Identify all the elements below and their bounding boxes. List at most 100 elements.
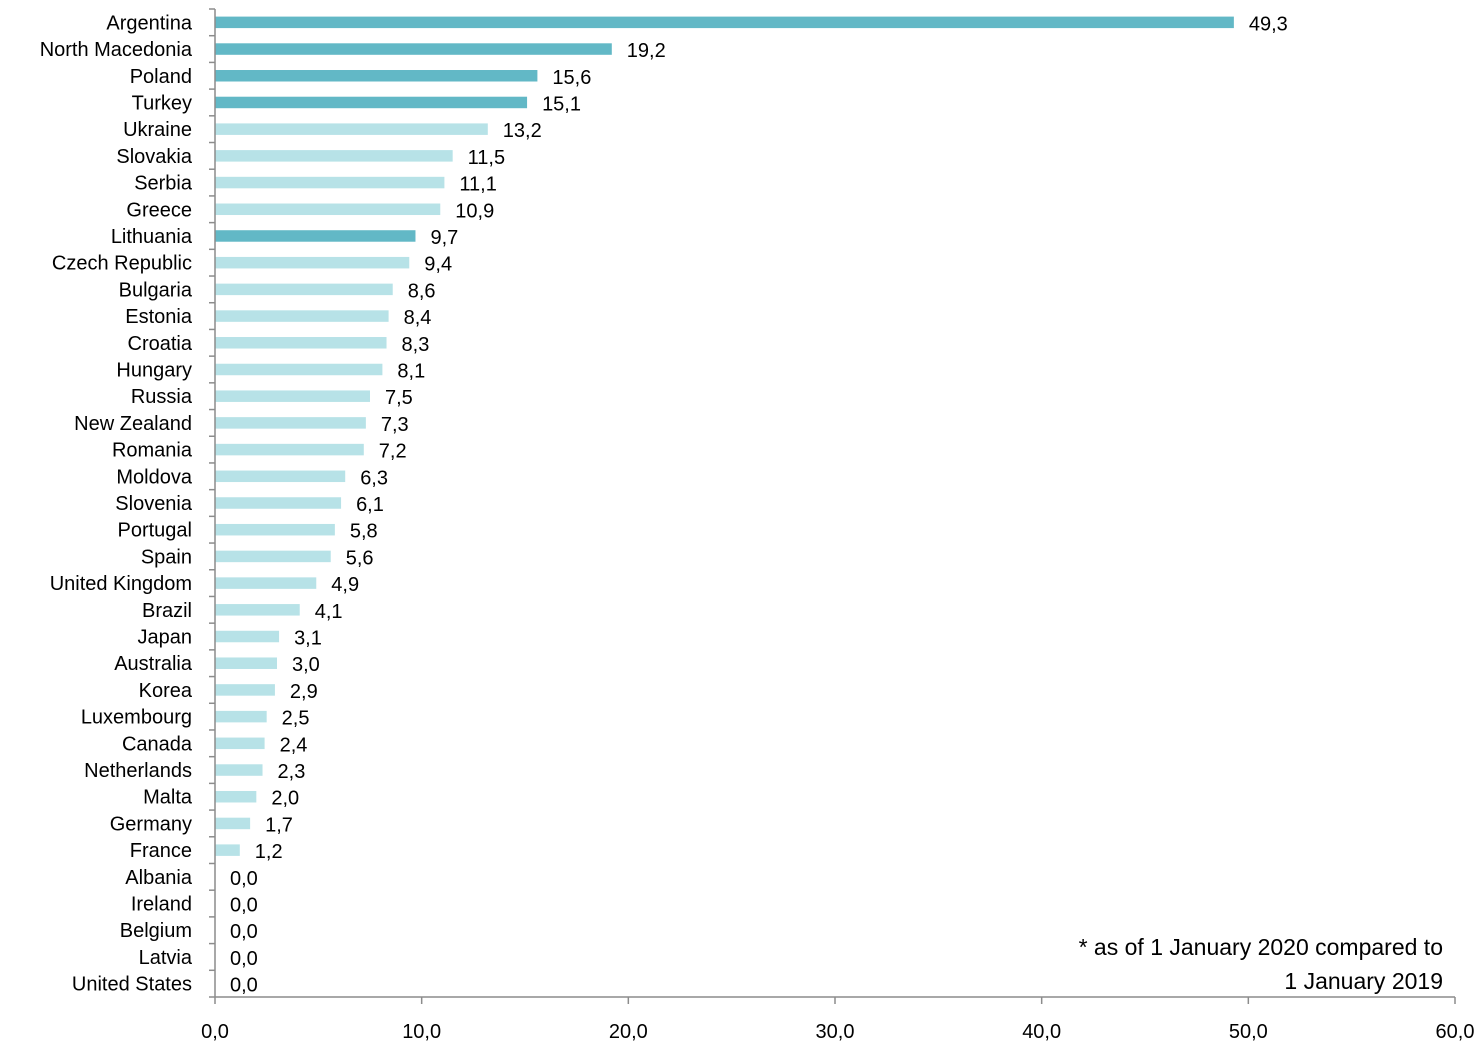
category-label: Lithuania xyxy=(111,226,193,248)
category-label: Poland xyxy=(130,66,192,88)
category-label: Spain xyxy=(141,546,192,568)
value-label: 7,2 xyxy=(379,441,407,463)
x-tick-label: 50,0 xyxy=(1229,1021,1268,1043)
category-label: Netherlands xyxy=(84,760,192,782)
bar-slovakia xyxy=(215,150,453,162)
bar-bulgaria xyxy=(215,283,393,296)
category-label: Ukraine xyxy=(123,119,192,141)
value-label: 0,0 xyxy=(230,868,258,890)
bar-korea xyxy=(215,684,275,696)
x-tick-label: 60,0 xyxy=(1436,1021,1475,1043)
bar-ukraine xyxy=(215,123,488,135)
value-label: 7,5 xyxy=(385,387,413,409)
value-label: 2,3 xyxy=(278,761,306,783)
category-label: Russia xyxy=(131,386,193,408)
category-label: Slovenia xyxy=(115,493,193,515)
bar-japan xyxy=(215,630,280,643)
bar-malta xyxy=(215,790,257,803)
footnote-line-1: * as of 1 January 2020 compared to xyxy=(1079,934,1443,960)
bar-moldova xyxy=(215,470,346,483)
bar-portugal xyxy=(215,523,335,536)
x-tick-label: 30,0 xyxy=(816,1021,855,1043)
value-label: 0,0 xyxy=(230,921,258,943)
value-label: 11,5 xyxy=(468,147,505,169)
bar-north-macedonia xyxy=(215,43,612,55)
axis-layer: 0,0 10,0 20,0 30,0 40,0 50,0 60,0 xyxy=(201,8,1475,1043)
value-label: 49,3 xyxy=(1249,13,1288,35)
category-label: Brazil xyxy=(142,600,192,622)
category-label: Latvia xyxy=(139,947,193,969)
category-label: Germany xyxy=(110,813,192,835)
category-label: Romania xyxy=(112,440,193,462)
category-label: Turkey xyxy=(132,92,192,114)
category-label: North Macedonia xyxy=(40,39,193,61)
value-label: 1,2 xyxy=(255,841,283,863)
value-label: 0,0 xyxy=(230,895,258,917)
value-label: 9,7 xyxy=(430,227,458,249)
x-tick-label: 10,0 xyxy=(402,1021,441,1043)
bar-france xyxy=(215,844,240,856)
value-label: 3,0 xyxy=(292,654,320,676)
bar-croatia xyxy=(215,337,387,349)
value-label: 19,2 xyxy=(627,40,666,62)
value-label: 11,1 xyxy=(459,174,496,196)
bar-argentina xyxy=(215,16,1234,29)
value-label: 10,9 xyxy=(455,200,494,222)
value-label: 2,9 xyxy=(290,681,318,703)
value-label: 13,2 xyxy=(503,120,542,142)
value-label: 6,1 xyxy=(356,494,384,516)
category-label: Argentina xyxy=(106,12,192,34)
bar-netherlands xyxy=(215,764,263,776)
bar-romania xyxy=(215,443,364,456)
category-label: United Kingdom xyxy=(50,573,192,595)
category-label: Czech Republic xyxy=(52,253,192,275)
value-label: 8,1 xyxy=(397,360,425,382)
category-label: Japan xyxy=(138,627,193,649)
bar-poland xyxy=(215,70,538,82)
value-label: 3,1 xyxy=(294,628,322,650)
category-label: Malta xyxy=(143,787,193,809)
category-label: United States xyxy=(72,974,192,996)
category-label: Slovakia xyxy=(116,146,192,168)
x-tick-label: 20,0 xyxy=(609,1021,648,1043)
category-label: France xyxy=(130,840,192,862)
category-label: Canada xyxy=(122,733,193,755)
bar-germany xyxy=(215,817,251,830)
value-label: 0,0 xyxy=(230,948,258,970)
category-label: Luxembourg xyxy=(81,707,192,729)
value-label: 8,3 xyxy=(402,334,430,356)
value-label: 0,0 xyxy=(230,975,258,997)
category-label: Portugal xyxy=(118,520,193,542)
bar-spain xyxy=(215,550,331,563)
bar-luxembourg xyxy=(215,710,267,723)
value-label: 9,4 xyxy=(424,254,452,276)
category-label: Moldova xyxy=(116,466,192,488)
category-label: Korea xyxy=(139,680,193,702)
value-label: 7,3 xyxy=(381,414,409,436)
value-label: 2,5 xyxy=(282,708,310,730)
category-label: Estonia xyxy=(125,306,193,328)
value-label: 4,9 xyxy=(331,574,359,596)
x-tick-label: 40,0 xyxy=(1022,1021,1061,1043)
bars-layer xyxy=(215,16,1234,856)
bar-russia xyxy=(215,390,370,402)
bar-australia xyxy=(215,657,277,669)
value-label: 5,6 xyxy=(346,547,374,569)
value-label: 5,8 xyxy=(350,521,378,543)
x-tick-label: 0,0 xyxy=(201,1021,229,1043)
value-label: 8,6 xyxy=(408,280,436,302)
bar-hungary xyxy=(215,363,383,376)
category-label: Albania xyxy=(125,867,193,889)
category-label: Ireland xyxy=(131,894,192,916)
value-label: 8,4 xyxy=(404,307,432,329)
bar-lithuania xyxy=(215,230,416,242)
bar-canada xyxy=(215,737,265,750)
category-label: Serbia xyxy=(134,173,193,195)
bar-serbia xyxy=(215,176,445,189)
bar-czech-republic xyxy=(215,256,410,269)
bar-estonia xyxy=(215,310,389,322)
value-label: 2,4 xyxy=(280,734,308,756)
category-label: New Zealand xyxy=(74,413,192,435)
